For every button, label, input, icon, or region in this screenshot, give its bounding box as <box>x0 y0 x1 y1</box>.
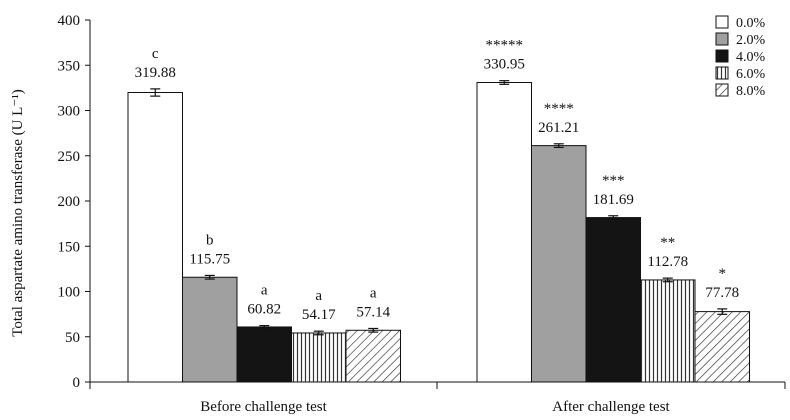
bars <box>127 80 750 383</box>
bar <box>640 279 696 383</box>
significance-label: *** <box>602 173 625 189</box>
data-label: 77.78 <box>705 285 739 301</box>
axes: 0 50 100 150 200 250 300 350 400 Before challenge… <box>58 13 786 415</box>
y-tick-label: 300 <box>58 104 81 120</box>
legend-swatch <box>715 49 729 63</box>
y-tick-label: 400 <box>58 13 81 29</box>
legend-label: 6.0% <box>736 67 766 82</box>
y-tick-label: 350 <box>58 58 81 74</box>
legend-label: 2.0% <box>736 33 766 48</box>
data-label: 319.88 <box>135 65 176 81</box>
bar <box>182 276 238 383</box>
y-tick-label: 250 <box>58 149 81 165</box>
legend-swatch <box>715 83 729 97</box>
bar <box>531 145 587 383</box>
y-tick-label: 0 <box>73 375 81 391</box>
data-label: 261.21 <box>538 120 579 136</box>
bar <box>694 311 750 383</box>
legend: 0.0% 2.0% 4.0% 6.0% 8.0% <box>715 15 766 99</box>
data-label: 60.82 <box>247 302 281 318</box>
data-label: 112.78 <box>647 254 688 270</box>
bar <box>291 332 347 383</box>
significance-label: a <box>315 288 322 304</box>
y-tick-label: 100 <box>58 285 81 301</box>
y-tick-label: 150 <box>58 239 81 255</box>
legend-swatch <box>715 32 729 46</box>
significance-label: **** <box>544 101 574 117</box>
data-label: 54.17 <box>302 307 336 323</box>
bar <box>585 217 641 383</box>
value-labels: 319.88c330.95*****115.75b261.21****60.82… <box>135 38 740 323</box>
legend-label: 8.0% <box>736 84 766 99</box>
significance-label: ***** <box>486 38 524 54</box>
y-axis-label: Total aspartate amino transferase (U L⁻¹… <box>10 89 26 337</box>
legend-label: 4.0% <box>736 50 766 65</box>
data-label: 57.14 <box>356 304 390 320</box>
x-group-label: Before challenge test <box>200 399 327 415</box>
legend-swatch <box>715 66 729 80</box>
data-label: 181.69 <box>593 192 634 208</box>
bar <box>476 81 532 383</box>
data-label: 115.75 <box>189 251 230 267</box>
data-label: 330.95 <box>484 57 525 73</box>
significance-label: b <box>206 232 214 248</box>
y-tick-label: 50 <box>65 330 80 346</box>
x-group-label: After challenge test <box>552 399 670 415</box>
y-tick-label: 200 <box>58 194 81 210</box>
significance-label: a <box>370 285 377 301</box>
bar <box>345 329 401 383</box>
significance-label: c <box>152 46 159 62</box>
legend-label: 0.0% <box>736 16 766 31</box>
bar <box>236 326 292 383</box>
significance-label: ** <box>660 235 675 251</box>
bar <box>127 92 183 383</box>
significance-label: * <box>719 266 727 282</box>
legend-swatch <box>715 15 729 29</box>
significance-label: a <box>261 283 268 299</box>
